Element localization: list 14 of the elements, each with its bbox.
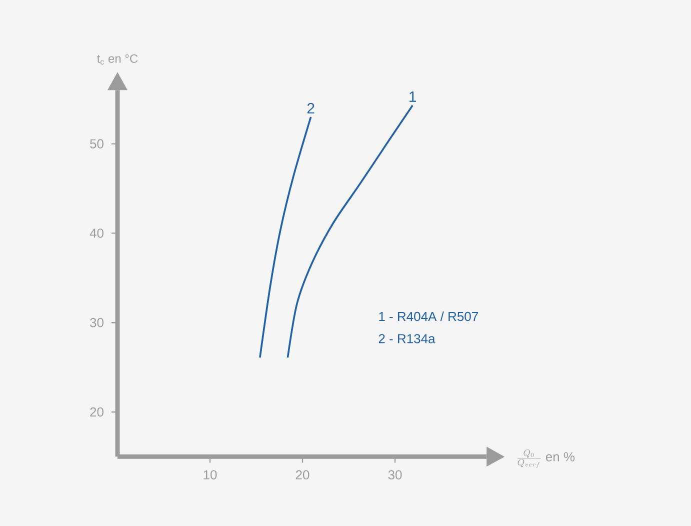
annotation: 2 - R134a: [378, 334, 436, 344]
annotation: 1 - R404A / R507: [379, 312, 478, 322]
y-tick-label: 20: [90, 407, 104, 417]
series-label: 1: [410, 91, 416, 102]
x-tick-label: 10: [204, 470, 217, 480]
series-label: 2: [307, 102, 314, 114]
x-tick-label: 20: [296, 470, 310, 480]
x-tick-label: 30: [388, 470, 402, 480]
x-axis-title: $\frac{Q_0}{Q_{verf}}\ \mathrm{en}\ \%$: [517, 450, 575, 468]
line-series: [259, 116, 312, 358]
y-tick-label: 30: [90, 318, 104, 328]
y-axis-title: t$_{c}$ en °C: [97, 54, 138, 65]
y-tick-label: 50: [90, 139, 104, 148]
y-tick-label: 40: [90, 228, 104, 238]
